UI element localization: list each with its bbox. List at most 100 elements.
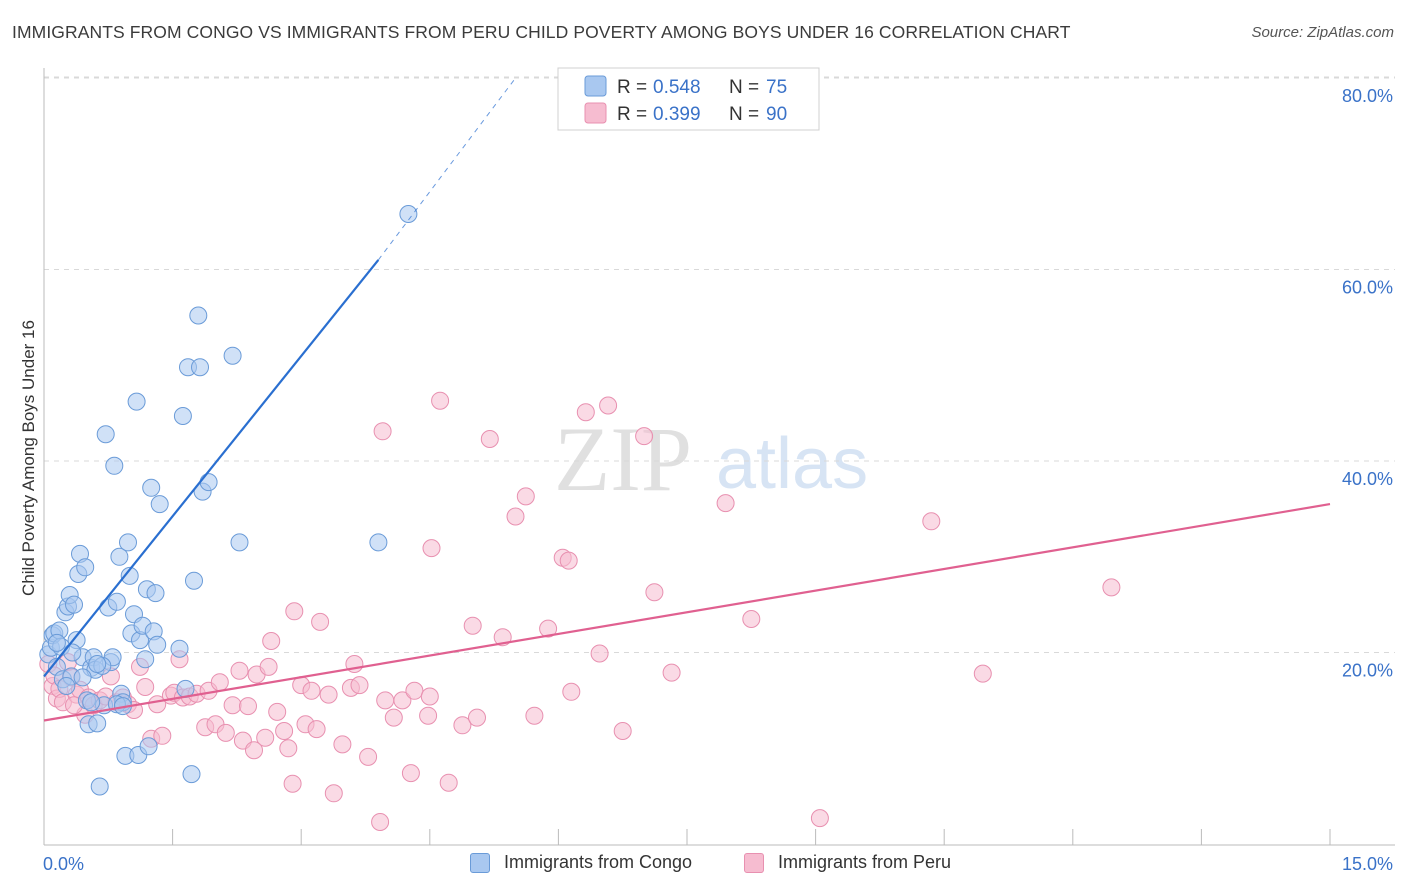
- scatter-point: [223, 696, 242, 715]
- scatter-point: [150, 495, 169, 514]
- watermark: ZIP atlas: [554, 408, 868, 510]
- congo-points: [39, 205, 418, 796]
- scatter-point: [463, 616, 482, 635]
- scatter-point: [110, 547, 129, 566]
- scatter-point: [405, 681, 424, 700]
- scatter-point: [973, 664, 992, 683]
- legend-congo-label: Immigrants from Congo: [504, 852, 693, 872]
- scatter-point: [922, 512, 941, 531]
- scatter-point: [65, 595, 83, 614]
- scatter-point: [742, 610, 761, 628]
- scatter-point: [422, 539, 441, 558]
- y-tick-label: 60.0%: [1342, 278, 1393, 298]
- scatter-point: [230, 533, 249, 552]
- y-tick-label: 40.0%: [1342, 469, 1393, 489]
- scatter-point: [259, 657, 278, 676]
- scatter-point: [302, 681, 321, 700]
- scatter-point: [333, 735, 352, 754]
- scatter-point: [307, 720, 326, 739]
- legend-peru-marker: [744, 852, 764, 873]
- watermark-zip: ZIP: [554, 408, 692, 510]
- scatter-point: [119, 533, 137, 552]
- trend-lines: [43, 77, 1331, 722]
- watermark-atlas: atlas: [716, 424, 868, 504]
- scatter-point: [401, 764, 420, 783]
- scatter-point: [170, 639, 189, 658]
- legend-peru-n-label: N =: [729, 104, 759, 125]
- scatter-point: [311, 612, 330, 631]
- bottom-legend: Immigrants from Congo Immigrants from Pe…: [0, 852, 1406, 878]
- scatter-point: [105, 456, 124, 475]
- scatter-point: [239, 697, 257, 716]
- scatter-point: [810, 809, 829, 828]
- legend-congo-r-value: 0.548: [653, 77, 701, 98]
- scatter-point: [539, 619, 558, 638]
- scatter-point: [420, 687, 439, 706]
- congo-trend-line: [43, 259, 380, 678]
- scatter-point: [662, 663, 681, 682]
- scatter-point: [359, 747, 378, 766]
- scatter-point: [559, 551, 578, 570]
- scatter-point: [285, 602, 304, 621]
- scatter-point: [210, 673, 229, 692]
- scatter-point: [576, 403, 595, 422]
- congo-trend-extension: [377, 77, 516, 261]
- x-tick-label: 0.0%: [43, 854, 84, 874]
- peru-trend-line: [43, 503, 1331, 722]
- scatter-point: [399, 205, 418, 223]
- scatter-point: [82, 693, 101, 712]
- scatter-point: [1102, 578, 1121, 597]
- scatter-point: [127, 392, 146, 411]
- scatter-point: [88, 655, 107, 673]
- scatter-point: [275, 722, 294, 740]
- scatter-point: [136, 678, 155, 696]
- scatter-point: [199, 473, 218, 492]
- scatter-point: [76, 558, 95, 577]
- scatter-point: [262, 632, 281, 650]
- scatter-point: [599, 396, 618, 415]
- legend-congo-r-label: R =: [617, 77, 647, 98]
- scatter-point: [136, 650, 155, 669]
- y-tick-label: 20.0%: [1342, 661, 1393, 681]
- legend-congo-n-value: 75: [766, 77, 787, 98]
- scatter-point: [645, 583, 664, 602]
- scatter-point: [439, 773, 458, 792]
- y-tick-label: 80.0%: [1342, 86, 1393, 106]
- scatter-point: [185, 571, 203, 590]
- scatter-point: [373, 422, 392, 441]
- scatter-point: [419, 706, 438, 725]
- scatter-point: [493, 628, 512, 647]
- scatter-point: [173, 407, 192, 425]
- scatter-point: [431, 391, 450, 410]
- scatter-point: [216, 723, 235, 742]
- scatter-point: [635, 427, 654, 446]
- stats-legend: R = 0.548 N = 75 R = 0.399 N = 90: [557, 67, 820, 131]
- grid-lines: [44, 76, 1395, 653]
- scatter-point: [468, 708, 486, 727]
- scatter-point: [191, 358, 209, 377]
- scatter-point: [182, 765, 201, 784]
- y-axis-label: Child Poverty Among Boys Under 16: [19, 320, 38, 596]
- legend-peru-swatch: [584, 102, 607, 124]
- scatter-point: [268, 702, 287, 721]
- scatter-point: [371, 813, 390, 831]
- scatter-point: [73, 668, 92, 687]
- tick-labels: 20.0% 40.0% 60.0% 80.0% 0.0% 15.0%: [43, 86, 1393, 874]
- scatter-point: [376, 691, 395, 710]
- scatter-point: [613, 722, 632, 740]
- scatter-point: [716, 494, 735, 513]
- scatter-point: [107, 592, 126, 611]
- scatter-point: [506, 507, 525, 526]
- scatter-point: [590, 644, 609, 663]
- scatter-point: [88, 714, 107, 733]
- scatter-point: [120, 566, 139, 585]
- scatter-point: [324, 784, 343, 803]
- scatter-point: [63, 643, 82, 662]
- axes: [43, 68, 1395, 846]
- scatter-point: [96, 425, 115, 444]
- scatter-point: [148, 635, 167, 654]
- scatter-point: [57, 677, 76, 695]
- chart-source: Source: ZipAtlas.com: [1251, 24, 1394, 41]
- scatter-point: [384, 708, 403, 727]
- scatter-point: [279, 739, 298, 758]
